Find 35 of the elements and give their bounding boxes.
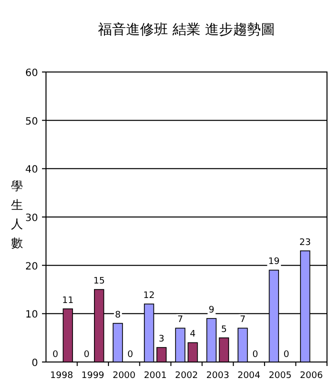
x-tick-label: 1999 bbox=[81, 371, 105, 381]
data-label: 9 bbox=[208, 306, 215, 316]
data-label: 19 bbox=[268, 257, 280, 268]
data-label: 23 bbox=[299, 238, 311, 248]
data-label: 7 bbox=[240, 315, 246, 326]
data-label: 4 bbox=[190, 330, 196, 340]
data-label: 0 bbox=[84, 350, 90, 360]
y-tick-label: 20 bbox=[25, 261, 38, 272]
data-label: 0 bbox=[52, 350, 58, 360]
data-label: 12 bbox=[143, 291, 155, 301]
data-label: 11 bbox=[62, 296, 74, 306]
data-label: 7 bbox=[177, 315, 184, 326]
x-tick-label: 2000 bbox=[112, 371, 136, 381]
y-tick-label: 10 bbox=[25, 310, 38, 321]
y-tick-label: 60 bbox=[25, 68, 38, 79]
x-tick-label: 1998 bbox=[50, 371, 74, 381]
x-tick-label: 2003 bbox=[206, 371, 230, 381]
chart-title: 福音進修班 結業 進步趨勢圖 bbox=[98, 22, 275, 38]
x-tick-label: 2001 bbox=[144, 371, 167, 381]
y-tick-label: 50 bbox=[25, 116, 38, 128]
x-tick-label: 2004 bbox=[237, 371, 261, 381]
data-label: 8 bbox=[114, 310, 121, 320]
y-tick-label: 40 bbox=[25, 164, 38, 176]
data-label: 3 bbox=[158, 334, 164, 344]
data-label: 0 bbox=[252, 350, 258, 360]
data-label: 5 bbox=[221, 324, 227, 335]
data-label: 0 bbox=[284, 350, 290, 360]
y-tick-label: 0 bbox=[32, 358, 38, 369]
x-tick-label: 2002 bbox=[175, 371, 198, 381]
x-tick-label: 2005 bbox=[268, 371, 292, 381]
data-label: 0 bbox=[127, 350, 134, 360]
y-axis-title: 學生人數 bbox=[11, 179, 23, 250]
y-tick-label: 30 bbox=[25, 213, 38, 224]
data-label: 15 bbox=[93, 276, 105, 286]
x-tick-label: 2006 bbox=[300, 371, 324, 381]
